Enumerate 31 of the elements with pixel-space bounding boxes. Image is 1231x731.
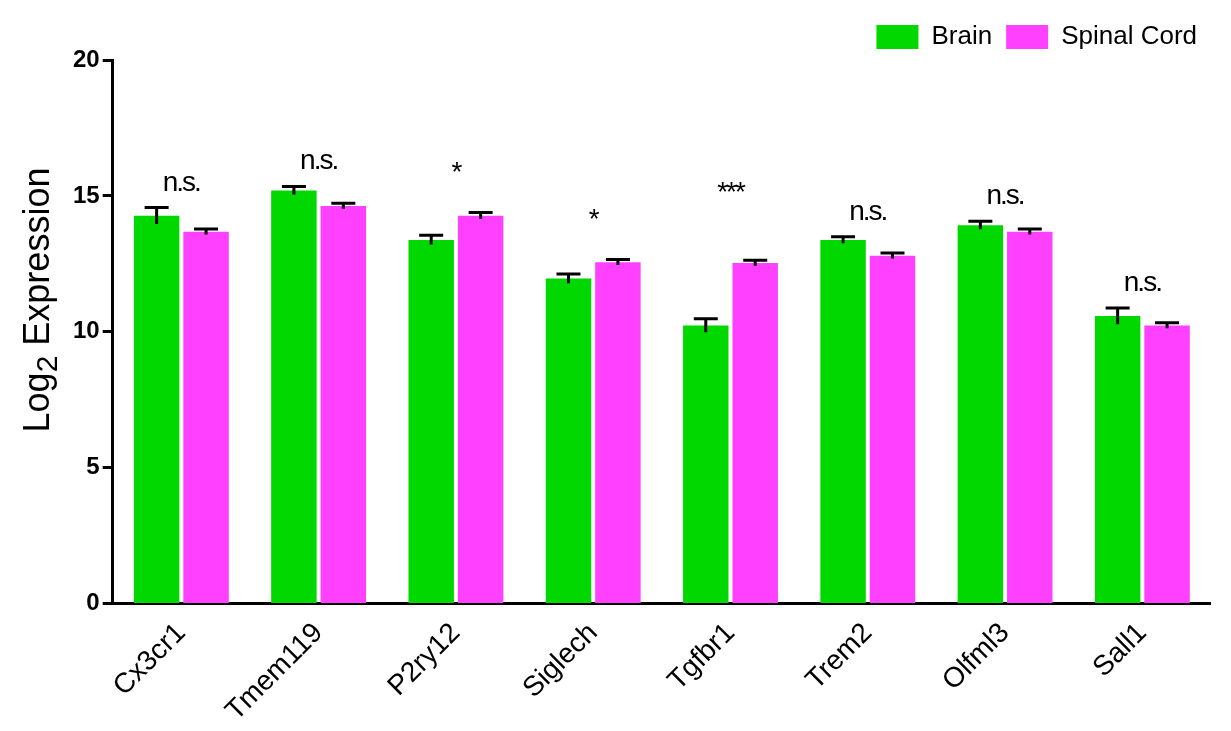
annotation: * bbox=[451, 156, 461, 188]
annotation: n.s. bbox=[849, 194, 887, 226]
annotation: *** bbox=[717, 176, 744, 208]
bar bbox=[1094, 316, 1141, 604]
bar bbox=[1144, 325, 1190, 604]
y-tick-label: 15 bbox=[72, 180, 100, 208]
bar bbox=[408, 239, 454, 604]
bar bbox=[869, 255, 916, 604]
legend-label: Spinal Cord bbox=[1061, 20, 1198, 51]
annotation: n.s. bbox=[1123, 265, 1161, 297]
y-tick-label: 20 bbox=[72, 44, 100, 72]
annotation: n.s. bbox=[300, 144, 338, 176]
bar bbox=[683, 325, 729, 604]
bar bbox=[271, 190, 317, 604]
annotation: n.s. bbox=[162, 165, 200, 197]
annotation: * bbox=[588, 203, 598, 235]
bar bbox=[457, 215, 504, 604]
bar bbox=[957, 225, 1004, 604]
bar bbox=[545, 278, 592, 604]
y-tick-label: 0 bbox=[86, 588, 100, 616]
bar bbox=[320, 205, 367, 604]
bar bbox=[595, 262, 641, 604]
bar bbox=[732, 263, 778, 604]
legend-label: Brain bbox=[931, 20, 993, 51]
bar bbox=[183, 231, 229, 604]
y-tick-label: 5 bbox=[86, 452, 100, 480]
y-tick-label: 10 bbox=[72, 316, 100, 344]
bar bbox=[1007, 231, 1053, 604]
bar bbox=[820, 239, 866, 604]
bar bbox=[133, 215, 180, 604]
annotation: n.s. bbox=[986, 179, 1024, 211]
